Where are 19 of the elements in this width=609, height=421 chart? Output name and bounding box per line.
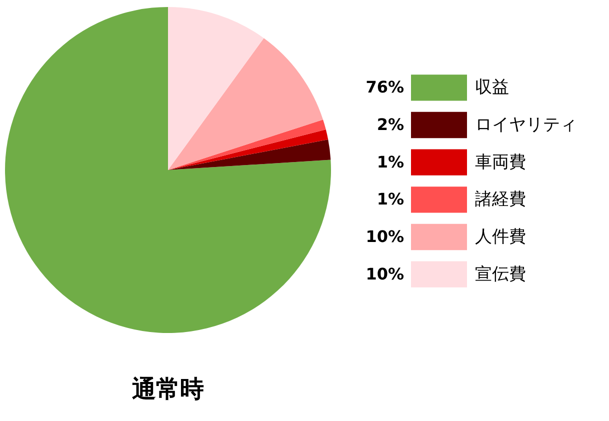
legend-label: 収益 <box>475 78 509 98</box>
text: 通常時 <box>131 375 204 403</box>
data-label: 76% <box>366 78 404 97</box>
pie-slice <box>5 7 331 333</box>
data-label: 1% <box>376 152 404 172</box>
data-label: 10% <box>366 264 404 284</box>
pie-slice <box>168 38 324 170</box>
pie-slice <box>168 139 331 170</box>
pie-slice <box>168 129 328 170</box>
legend-label: 車両費 <box>475 152 526 172</box>
legend-label: 人件費 <box>475 227 526 247</box>
data-label: 1% <box>376 190 404 209</box>
data-label: 10% <box>366 227 404 246</box>
pie-slice <box>168 7 264 170</box>
pie-slice <box>168 120 326 170</box>
legend-label: 諸経費 <box>475 190 526 210</box>
data-label: 2% <box>376 115 404 134</box>
legend-label: 宣伝費 <box>475 264 526 284</box>
legend-label: ロイヤリティ <box>475 115 577 135</box>
